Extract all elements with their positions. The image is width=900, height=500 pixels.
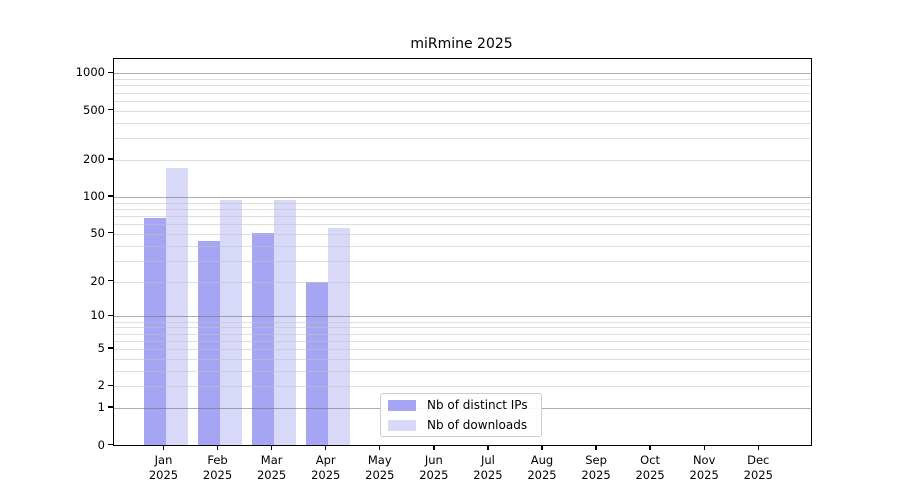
gridline-minor — [114, 327, 811, 329]
gridline-minor — [114, 281, 811, 283]
y-tick — [108, 232, 113, 234]
gridline-minor — [114, 85, 811, 87]
legend-item-distinct-ips: Nb of distinct IPs — [381, 397, 541, 413]
gridline-minor — [114, 208, 811, 210]
legend-swatch-distinct-ips — [388, 399, 416, 411]
gridline-minor — [114, 370, 811, 372]
x-tick-label: Nov 2025 — [689, 453, 719, 482]
y-tick — [108, 71, 113, 74]
gridline-minor — [114, 215, 811, 217]
y-tick — [108, 406, 113, 408]
legend-label-distinct-ips: Nb of distinct IPs — [427, 398, 528, 412]
y-tick-label: 200 — [83, 151, 105, 166]
y-tick-label: 1 — [97, 400, 105, 415]
x-tick-label: May 2025 — [365, 453, 395, 482]
x-tick — [757, 445, 759, 451]
gridline-minor — [114, 321, 811, 323]
x-tick-label: Oct 2025 — [635, 453, 665, 482]
gridline-minor — [114, 100, 811, 102]
x-tick — [270, 445, 273, 451]
y-tick — [108, 384, 113, 387]
x-tick — [649, 445, 651, 451]
y-tick-label: 2 — [97, 378, 105, 393]
gridline-minor — [114, 349, 811, 350]
legend-item-downloads: Nb of downloads — [381, 417, 541, 433]
x-tick-label: Dec 2025 — [743, 453, 773, 482]
gridline-minor — [114, 233, 811, 235]
gridline-minor — [114, 224, 811, 226]
x-tick-label: Sep 2025 — [581, 453, 611, 482]
y-tick — [108, 158, 113, 160]
x-tick-label: Jan 2025 — [148, 453, 179, 482]
gridline-minor — [114, 159, 811, 161]
y-tick-label: 0 — [97, 437, 105, 452]
y-tick-label: 500 — [83, 102, 105, 117]
y-tick — [108, 314, 113, 317]
bar-distinct-ips — [306, 281, 328, 445]
bar-downloads — [165, 167, 188, 445]
gridline-minor — [114, 122, 811, 124]
gridline-minor — [114, 202, 811, 204]
gridline-minor — [114, 340, 811, 342]
gridline-minor — [114, 358, 811, 360]
y-tick-label: 50 — [90, 225, 105, 240]
y-tick-label: 20 — [90, 273, 105, 288]
x-tick — [433, 445, 435, 451]
y-tick — [108, 279, 113, 282]
legend-label-downloads: Nb of downloads — [427, 418, 528, 432]
x-tick — [703, 445, 705, 451]
gridline-major — [114, 316, 811, 318]
bar-distinct-ips — [143, 218, 166, 445]
x-tick — [541, 445, 543, 451]
x-tick-label: Aug 2025 — [527, 453, 557, 482]
x-tick — [487, 445, 489, 451]
bar-distinct-ips — [197, 240, 220, 445]
x-tick-label: Apr 2025 — [311, 453, 341, 482]
y-tick-label: 10 — [90, 308, 105, 323]
x-tick-label: Jul 2025 — [473, 453, 503, 482]
gridline-major — [114, 73, 811, 75]
y-tick — [108, 195, 113, 197]
y-tick-label: 100 — [83, 188, 105, 203]
gridline-minor — [114, 386, 811, 388]
x-tick-label: Mar 2025 — [256, 453, 287, 482]
gridline-minor — [114, 245, 811, 247]
gridline-minor — [114, 333, 811, 335]
legend-swatch-downloads — [388, 419, 416, 431]
legend: Nb of distinct IPs Nb of downloads — [380, 393, 542, 437]
gridline-minor — [114, 138, 811, 140]
x-tick — [595, 445, 597, 451]
x-tick — [216, 445, 219, 451]
plot-area — [113, 58, 812, 446]
chart-title: miRmine 2025 — [410, 36, 513, 52]
gridline-minor — [114, 92, 811, 94]
gridline-major — [114, 196, 811, 198]
x-tick-label: Jun 2025 — [419, 453, 449, 482]
x-tick — [325, 445, 327, 451]
x-tick — [379, 445, 381, 451]
gridline-minor — [114, 260, 811, 262]
y-tick — [108, 347, 113, 349]
gridline-minor — [114, 110, 811, 112]
y-tick-label: 5 — [97, 341, 105, 355]
bar-distinct-ips — [251, 232, 274, 445]
x-tick-label: Feb 2025 — [202, 453, 233, 482]
gridline-minor — [114, 79, 811, 81]
y-tick-label: 1000 — [75, 65, 105, 80]
y-tick — [108, 443, 113, 446]
x-tick — [162, 445, 165, 451]
y-tick — [108, 109, 113, 111]
